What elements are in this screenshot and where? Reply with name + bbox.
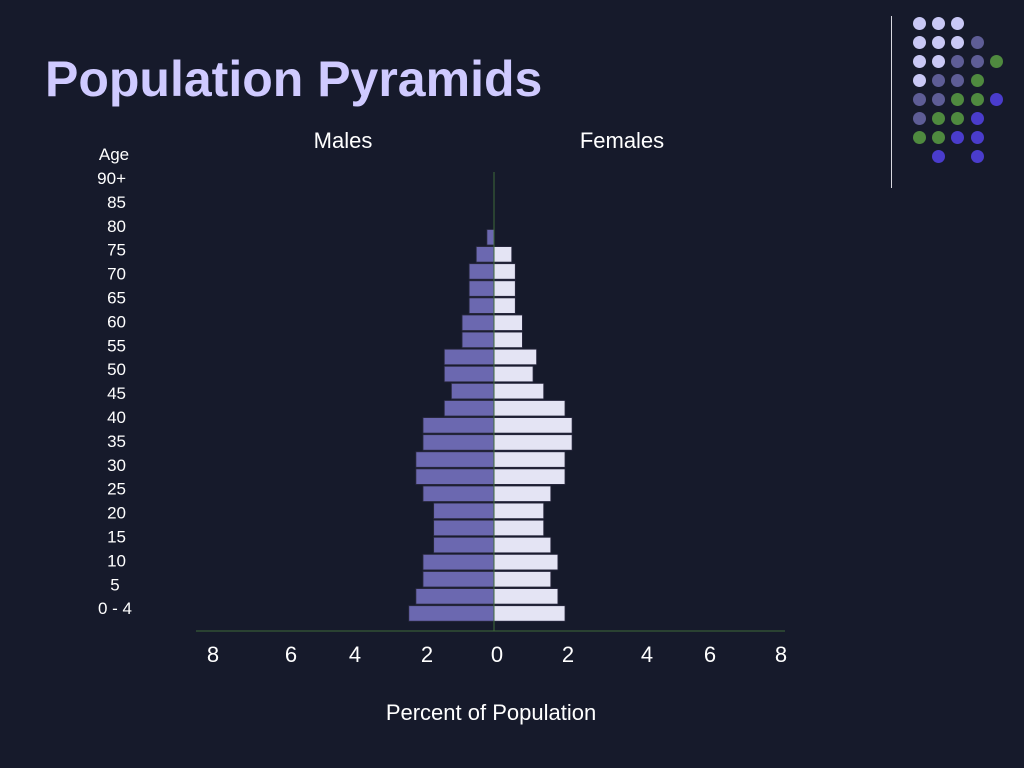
- y-tick-label: 0 - 4: [98, 599, 132, 618]
- y-tick-label: 65: [107, 289, 126, 308]
- male-bar: [422, 554, 495, 571]
- x-tick-label: 2: [562, 642, 574, 667]
- y-tick-label: 45: [107, 384, 126, 403]
- x-tick-label: 4: [349, 642, 361, 667]
- male-bar: [422, 571, 495, 588]
- y-tick-label: 55: [107, 336, 126, 355]
- female-bar: [493, 485, 552, 502]
- y-tick-label: 70: [107, 265, 126, 284]
- male-bar: [475, 246, 495, 263]
- female-bar: [493, 605, 566, 622]
- y-tick-label: 50: [107, 360, 126, 379]
- x-tick-label: 0: [491, 642, 503, 667]
- y-tick-label: 10: [107, 551, 126, 570]
- y-axis-label: Age: [99, 145, 129, 164]
- male-bar: [443, 365, 495, 383]
- x-tick-label: 6: [704, 642, 716, 667]
- y-tick-labels: 90+ 85 80 75 70 65 60 55 50 45 40 35 30 25 20 15 10 5 0 - …: [97, 169, 132, 618]
- male-bar: [443, 400, 495, 417]
- y-tick-label: 20: [107, 504, 126, 523]
- female-bar: [493, 434, 573, 451]
- x-tick-label: 6: [285, 642, 297, 667]
- female-bar: [493, 382, 545, 400]
- male-bar: [422, 417, 495, 434]
- female-bar: [493, 519, 545, 537]
- male-bar: [422, 485, 495, 502]
- female-bar: [493, 554, 559, 571]
- female-bar: [493, 246, 513, 263]
- x-tick-label: 2: [421, 642, 433, 667]
- female-bar: [493, 588, 559, 605]
- female-bar: [493, 400, 566, 417]
- female-bar: [493, 571, 552, 588]
- decorative-divider-line: [891, 16, 892, 188]
- y-tick-label: 15: [107, 528, 126, 547]
- female-bar: [493, 331, 523, 349]
- x-tick-labels: 8 6 4 2 0 2 4 6 8: [207, 642, 787, 667]
- female-bar: [493, 536, 552, 554]
- female-bar: [493, 280, 516, 297]
- y-tick-label: 5: [110, 575, 119, 594]
- male-bar: [468, 263, 495, 280]
- male-bar: [450, 382, 495, 400]
- y-tick-label: 90+: [97, 169, 126, 188]
- male-bar: [415, 588, 495, 605]
- x-tick-label: 8: [207, 642, 219, 667]
- x-tick-label: 4: [641, 642, 653, 667]
- male-bar: [422, 434, 495, 451]
- male-bar: [468, 280, 495, 297]
- y-tick-label: 75: [107, 241, 126, 260]
- male-bar: [415, 451, 495, 468]
- female-bar: [493, 451, 566, 468]
- female-bar: [493, 468, 566, 485]
- male-bar: [433, 519, 495, 537]
- bars: [408, 229, 573, 622]
- y-tick-label: 85: [107, 193, 126, 212]
- female-bar: [493, 314, 523, 331]
- male-bar: [433, 502, 495, 520]
- y-tick-label: 40: [107, 408, 126, 427]
- males-series-label: Males: [314, 128, 373, 153]
- male-bar: [415, 468, 495, 485]
- y-tick-label: 60: [107, 312, 126, 331]
- male-bar: [408, 605, 495, 622]
- male-bar: [461, 314, 495, 331]
- y-tick-label: 35: [107, 432, 126, 451]
- y-tick-label: 30: [107, 456, 126, 475]
- x-axis-label: Percent of Population: [386, 700, 596, 725]
- females-series-label: Females: [580, 128, 664, 153]
- male-bar: [443, 348, 495, 366]
- y-tick-label: 80: [107, 217, 126, 236]
- x-tick-label: 8: [775, 642, 787, 667]
- female-bar: [493, 297, 516, 314]
- female-bar: [493, 417, 573, 434]
- female-bar: [493, 348, 537, 366]
- male-bar: [486, 229, 495, 246]
- female-bar: [493, 263, 516, 280]
- male-bar: [433, 536, 495, 554]
- male-bar: [461, 331, 495, 349]
- female-bar: [493, 365, 534, 383]
- y-tick-label: 25: [107, 480, 126, 499]
- female-bar: [493, 502, 545, 520]
- male-bar: [468, 297, 495, 314]
- slide-title: Population Pyramids: [45, 51, 543, 107]
